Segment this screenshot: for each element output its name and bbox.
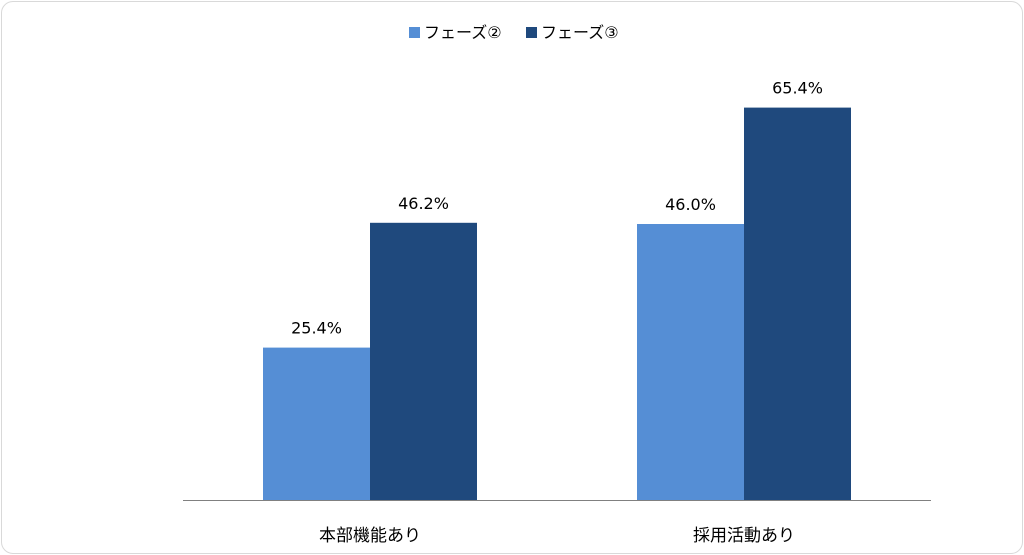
legend-swatch-1 bbox=[409, 27, 420, 38]
bar-1-series-2 bbox=[370, 222, 477, 501]
category-label-1: 本部機能あり bbox=[319, 526, 421, 546]
legend-label-1: フェーズ② bbox=[424, 23, 502, 42]
category-label-2: 採用活動あり bbox=[693, 526, 795, 546]
value-label-1-series-2: 46.2% bbox=[398, 194, 449, 213]
bars bbox=[263, 107, 851, 501]
bar-2-series-1 bbox=[637, 224, 744, 500]
value-labels: 25.4% 46.2% 46.0% 65.4% bbox=[291, 79, 823, 338]
legend-swatch-2 bbox=[526, 27, 537, 38]
value-label-1-series-1: 25.4% bbox=[291, 319, 342, 338]
bar-2-series-2 bbox=[744, 107, 851, 500]
bar-1-series-1 bbox=[263, 347, 370, 500]
value-label-2-series-2: 65.4% bbox=[772, 79, 823, 98]
value-label-2-series-1: 46.0% bbox=[665, 195, 716, 214]
legend: フェーズ② フェーズ③ bbox=[409, 23, 619, 42]
category-labels: 本部機能あり 採用活動あり bbox=[319, 526, 795, 546]
legend-label-2: フェーズ③ bbox=[541, 23, 619, 42]
